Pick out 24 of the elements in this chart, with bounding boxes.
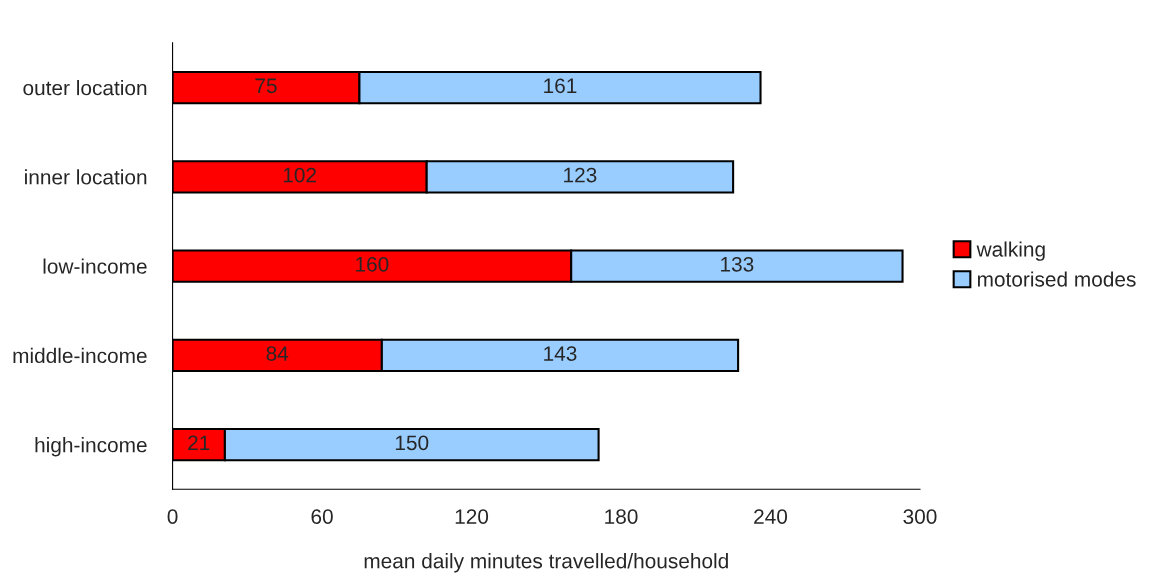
legend-label: motorised modes — [977, 271, 1136, 287]
data-label: 133 — [721, 256, 754, 272]
legend-label: walking — [976, 241, 1045, 261]
x-tick-label: 300 — [903, 509, 937, 524]
y-tick-label: middle-income — [13, 347, 147, 364]
y-tick-label: outer location — [23, 80, 147, 96]
x-tick-label: 60 — [311, 509, 333, 524]
x-tick-label: 240 — [754, 509, 788, 524]
y-tick-label: high-income — [35, 437, 147, 457]
y-tick-label: inner location — [25, 169, 147, 185]
data-label: 150 — [395, 435, 429, 451]
data-label: 123 — [564, 167, 597, 183]
x-tick-label: 120 — [455, 509, 489, 524]
data-label: 84 — [266, 346, 289, 361]
data-label: 102 — [283, 167, 316, 183]
x-tick-label: 0 — [167, 509, 178, 524]
x-axis-title: mean daily minutes travelled/household — [364, 553, 728, 573]
y-tick-label: low-income — [43, 258, 147, 274]
data-label: 160 — [356, 256, 389, 272]
x-tick-label: 180 — [605, 509, 638, 524]
data-label: 161 — [544, 78, 577, 94]
data-label: 143 — [544, 346, 577, 361]
data-label: 21 — [188, 435, 210, 450]
data-label: 75 — [255, 78, 277, 94]
